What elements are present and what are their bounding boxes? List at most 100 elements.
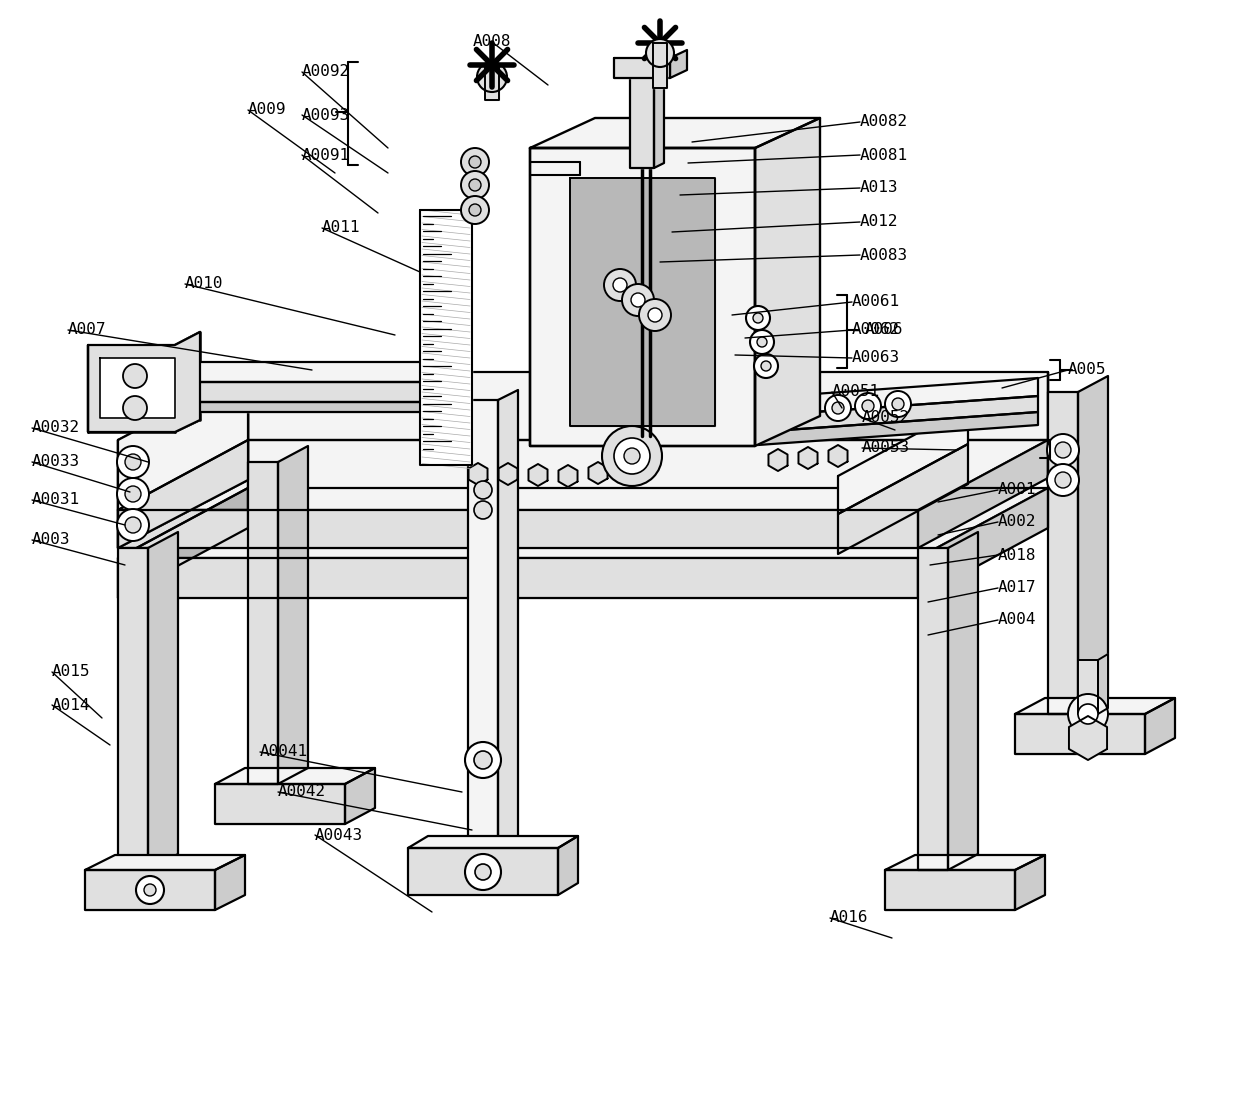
Polygon shape bbox=[670, 50, 687, 78]
Text: A014: A014 bbox=[52, 697, 91, 712]
Circle shape bbox=[123, 396, 148, 420]
Circle shape bbox=[477, 62, 507, 92]
Polygon shape bbox=[885, 855, 1045, 870]
Circle shape bbox=[461, 148, 489, 176]
Polygon shape bbox=[100, 358, 175, 418]
Circle shape bbox=[117, 446, 149, 478]
Polygon shape bbox=[215, 855, 246, 910]
Circle shape bbox=[475, 864, 491, 880]
Polygon shape bbox=[1016, 698, 1176, 713]
Polygon shape bbox=[758, 412, 1038, 445]
Polygon shape bbox=[118, 402, 450, 412]
Circle shape bbox=[631, 293, 645, 307]
Text: A017: A017 bbox=[998, 581, 1037, 595]
Polygon shape bbox=[420, 210, 472, 465]
Polygon shape bbox=[118, 488, 248, 598]
Circle shape bbox=[474, 751, 492, 769]
Circle shape bbox=[1068, 694, 1109, 734]
Circle shape bbox=[125, 517, 141, 533]
Circle shape bbox=[885, 391, 911, 416]
Polygon shape bbox=[1069, 716, 1107, 760]
Polygon shape bbox=[118, 372, 248, 510]
Polygon shape bbox=[918, 439, 1048, 548]
Polygon shape bbox=[1097, 654, 1109, 713]
Circle shape bbox=[753, 313, 763, 323]
Polygon shape bbox=[118, 558, 918, 598]
Polygon shape bbox=[758, 396, 1038, 432]
Circle shape bbox=[469, 204, 481, 216]
Text: A0042: A0042 bbox=[278, 785, 326, 799]
Polygon shape bbox=[949, 532, 978, 870]
Text: A011: A011 bbox=[322, 220, 361, 236]
Text: A001: A001 bbox=[998, 482, 1037, 498]
Polygon shape bbox=[1016, 713, 1145, 754]
Text: A012: A012 bbox=[861, 215, 899, 229]
Circle shape bbox=[474, 501, 492, 520]
Circle shape bbox=[136, 876, 164, 904]
Circle shape bbox=[144, 884, 156, 897]
Polygon shape bbox=[755, 118, 820, 446]
Circle shape bbox=[832, 402, 844, 414]
Polygon shape bbox=[1078, 376, 1109, 713]
Polygon shape bbox=[1145, 698, 1176, 754]
Polygon shape bbox=[469, 463, 487, 486]
Polygon shape bbox=[118, 488, 1048, 558]
Polygon shape bbox=[86, 870, 215, 910]
Circle shape bbox=[756, 336, 768, 347]
Polygon shape bbox=[118, 439, 1048, 510]
Circle shape bbox=[465, 854, 501, 890]
Text: A0052: A0052 bbox=[862, 411, 910, 425]
Polygon shape bbox=[799, 447, 817, 469]
Polygon shape bbox=[118, 372, 248, 510]
Text: A003: A003 bbox=[32, 533, 71, 548]
Circle shape bbox=[761, 361, 771, 372]
Polygon shape bbox=[215, 768, 374, 784]
Text: A018: A018 bbox=[998, 548, 1037, 562]
Polygon shape bbox=[118, 548, 148, 870]
Circle shape bbox=[862, 400, 874, 412]
Polygon shape bbox=[467, 400, 498, 848]
Polygon shape bbox=[838, 406, 968, 514]
Circle shape bbox=[614, 438, 650, 473]
Circle shape bbox=[1055, 442, 1071, 458]
Circle shape bbox=[601, 426, 662, 486]
Polygon shape bbox=[558, 465, 578, 487]
Polygon shape bbox=[885, 870, 1016, 910]
Text: A0032: A0032 bbox=[32, 421, 81, 435]
Circle shape bbox=[469, 156, 481, 168]
Polygon shape bbox=[758, 378, 1038, 416]
Text: A0051: A0051 bbox=[832, 385, 880, 400]
Text: A0043: A0043 bbox=[315, 827, 363, 843]
Text: A007: A007 bbox=[68, 322, 107, 338]
Polygon shape bbox=[529, 148, 755, 446]
Circle shape bbox=[1047, 464, 1079, 496]
Circle shape bbox=[892, 398, 904, 410]
Polygon shape bbox=[118, 439, 248, 548]
Polygon shape bbox=[653, 43, 667, 88]
Polygon shape bbox=[1048, 392, 1078, 713]
Polygon shape bbox=[828, 445, 847, 467]
Text: A0082: A0082 bbox=[861, 114, 908, 129]
Circle shape bbox=[474, 481, 492, 499]
Circle shape bbox=[646, 39, 675, 67]
Text: A0083: A0083 bbox=[861, 248, 908, 263]
Polygon shape bbox=[485, 65, 498, 100]
Polygon shape bbox=[918, 548, 949, 870]
Circle shape bbox=[649, 308, 662, 322]
Polygon shape bbox=[838, 444, 968, 553]
Text: A0033: A0033 bbox=[32, 455, 81, 469]
Polygon shape bbox=[148, 532, 179, 870]
Circle shape bbox=[461, 171, 489, 199]
Circle shape bbox=[1055, 472, 1071, 488]
Circle shape bbox=[856, 393, 880, 419]
Polygon shape bbox=[278, 446, 308, 784]
Polygon shape bbox=[528, 464, 548, 486]
Text: A004: A004 bbox=[998, 613, 1037, 628]
Circle shape bbox=[1078, 704, 1097, 724]
Polygon shape bbox=[589, 463, 608, 484]
Text: A005: A005 bbox=[1068, 363, 1106, 377]
Text: A0091: A0091 bbox=[303, 148, 350, 162]
Circle shape bbox=[750, 330, 774, 354]
Circle shape bbox=[1047, 434, 1079, 466]
Polygon shape bbox=[248, 372, 1048, 439]
